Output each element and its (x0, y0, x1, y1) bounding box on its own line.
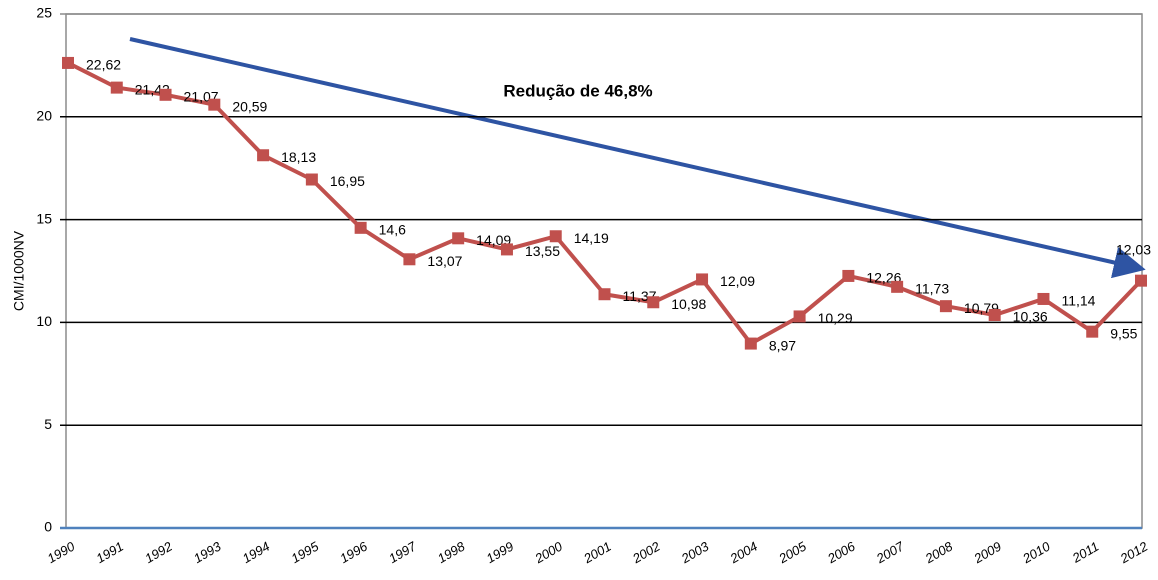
x-tick-label: 1990 (45, 538, 78, 566)
marker (159, 88, 172, 101)
marker (354, 221, 367, 234)
marker (647, 296, 660, 309)
marker (1037, 292, 1050, 305)
marker (208, 98, 221, 111)
marker (1086, 325, 1099, 338)
x-tick-label: 2006 (824, 538, 858, 566)
y-tick-label: 5 (44, 416, 52, 432)
value-label: 13,55 (525, 243, 560, 259)
x-tick-label: 2009 (970, 539, 1003, 567)
value-label: 20,59 (232, 98, 267, 114)
x-tick-label: 1993 (191, 538, 224, 566)
y-tick-label: 20 (36, 108, 52, 124)
x-tick-label: 2001 (580, 539, 613, 567)
marker (452, 232, 465, 245)
x-tick-label: 1996 (337, 538, 370, 566)
value-label: 13,07 (427, 253, 462, 269)
marker (988, 308, 1001, 321)
value-label: 10,98 (671, 296, 706, 312)
x-tick-label: 1999 (484, 539, 517, 566)
x-tick-label: 2007 (873, 538, 907, 566)
x-tick-label: 1997 (386, 538, 419, 566)
marker (744, 337, 757, 350)
value-label: 14,19 (574, 230, 609, 246)
trend-arrow (129, 37, 1146, 279)
x-tick-label: 1991 (93, 539, 126, 566)
x-tick-label: 2005 (775, 538, 809, 566)
marker (1135, 274, 1147, 287)
value-label: 10,36 (1013, 309, 1048, 325)
value-label: 9,55 (1110, 325, 1137, 341)
value-label: 10,29 (818, 310, 853, 326)
marker (549, 230, 562, 243)
annotation: Redução de 46,8% (503, 81, 652, 100)
x-tick-label: 1995 (289, 538, 322, 566)
x-tick-label: 2003 (678, 538, 712, 566)
marker (403, 253, 416, 266)
value-label: 16,95 (330, 173, 365, 189)
x-tick-label: 1998 (435, 538, 468, 566)
value-label: 11,73 (915, 281, 949, 297)
value-label: 14,6 (379, 222, 406, 238)
x-tick-label: 2004 (727, 539, 760, 567)
x-tick-label: 2000 (532, 538, 566, 566)
y-axis-label: CMI/1000NV (11, 230, 27, 311)
value-label: 22,62 (86, 57, 121, 73)
marker (891, 280, 904, 293)
y-tick-label: 25 (36, 5, 52, 21)
value-label: 12,09 (720, 273, 755, 289)
x-tick-label: 1992 (142, 538, 175, 566)
y-tick-label: 15 (36, 210, 52, 226)
x-tick-label: 1994 (240, 539, 273, 566)
marker (305, 173, 318, 186)
value-label: 18,13 (281, 149, 316, 165)
x-tick-label: 2008 (922, 538, 956, 566)
marker (696, 273, 709, 286)
marker (257, 149, 270, 162)
marker (110, 81, 123, 94)
marker (598, 288, 611, 301)
value-label: 12,03 (1116, 241, 1151, 257)
x-tick-label: 2011 (1069, 539, 1102, 566)
y-tick-label: 10 (36, 313, 52, 329)
marker (939, 300, 952, 313)
marker (500, 243, 513, 256)
value-label: 11,14 (1061, 293, 1095, 309)
x-tick-label: 2002 (629, 538, 663, 566)
y-tick-label: 0 (44, 519, 52, 535)
x-tick-label: 2010 (1019, 538, 1053, 566)
x-tick-label: 2012 (1117, 538, 1151, 566)
marker (62, 56, 74, 69)
marker (842, 269, 855, 282)
value-label: 8,97 (769, 337, 796, 353)
marker (793, 310, 806, 323)
